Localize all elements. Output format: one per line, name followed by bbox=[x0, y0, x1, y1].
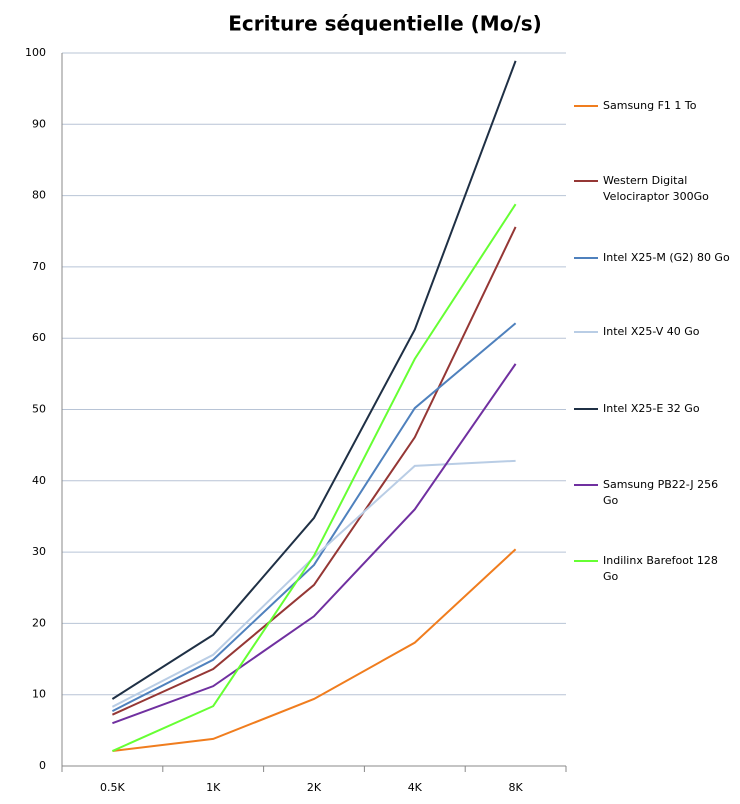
y-tick-label: 90 bbox=[32, 117, 46, 130]
legend-swatch bbox=[574, 560, 598, 562]
y-tick-label: 80 bbox=[32, 189, 46, 202]
legend-swatch bbox=[574, 331, 598, 333]
legend-swatch bbox=[574, 257, 598, 259]
x-tick-label: 2K bbox=[307, 781, 322, 794]
y-tick-label: 0 bbox=[39, 759, 46, 772]
legend-label: Samsung F1 1 To bbox=[603, 99, 697, 112]
y-tick-label: 20 bbox=[32, 616, 46, 629]
series-line bbox=[111, 322, 517, 712]
x-tick-label: 1K bbox=[206, 781, 221, 794]
chart-title: Ecriture séquentielle (Mo/s) bbox=[228, 12, 542, 36]
y-tick-label: 30 bbox=[32, 545, 46, 558]
legend-swatch bbox=[574, 484, 598, 486]
x-tick-label: 0.5K bbox=[100, 781, 125, 794]
legend-item: Intel X25-E 32 Go bbox=[574, 401, 734, 417]
legend-label: Intel X25-M (G2) 80 Go bbox=[603, 251, 730, 264]
legend-label: Indilinx Barefoot 128 Go bbox=[603, 554, 718, 583]
legend-label: Intel X25-E 32 Go bbox=[603, 402, 700, 415]
series-line bbox=[111, 226, 517, 716]
legend-item: Samsung PB22-J 256 Go bbox=[574, 477, 734, 509]
legend-item: Samsung F1 1 To bbox=[574, 98, 734, 114]
y-tick-label: 40 bbox=[32, 474, 46, 487]
legend-label: Intel X25-V 40 Go bbox=[603, 325, 700, 338]
series-line bbox=[111, 60, 517, 700]
x-tick-label: 4K bbox=[408, 781, 423, 794]
legend-item: Intel X25-M (G2) 80 Go bbox=[574, 250, 734, 266]
legend-label: Western Digital Velociraptor 300Go bbox=[603, 174, 709, 203]
series-line bbox=[112, 363, 517, 725]
x-tick-label: 8K bbox=[508, 781, 523, 794]
y-tick-label: 70 bbox=[32, 260, 46, 273]
series-line bbox=[112, 548, 517, 753]
series-line bbox=[111, 203, 517, 752]
legend-swatch bbox=[574, 180, 598, 182]
legend-label: Samsung PB22-J 256 Go bbox=[603, 478, 719, 507]
y-tick-label: 50 bbox=[32, 403, 46, 416]
legend-swatch bbox=[574, 105, 598, 107]
y-tick-label: 10 bbox=[32, 688, 46, 701]
legend-item: Intel X25-V 40 Go bbox=[574, 324, 734, 340]
legend-item: Indilinx Barefoot 128 Go bbox=[574, 553, 734, 585]
legend-item: Western Digital Velociraptor 300Go bbox=[574, 173, 734, 205]
y-tick-label: 100 bbox=[25, 46, 46, 59]
legend-swatch bbox=[574, 408, 598, 410]
y-tick-label: 60 bbox=[32, 331, 46, 344]
